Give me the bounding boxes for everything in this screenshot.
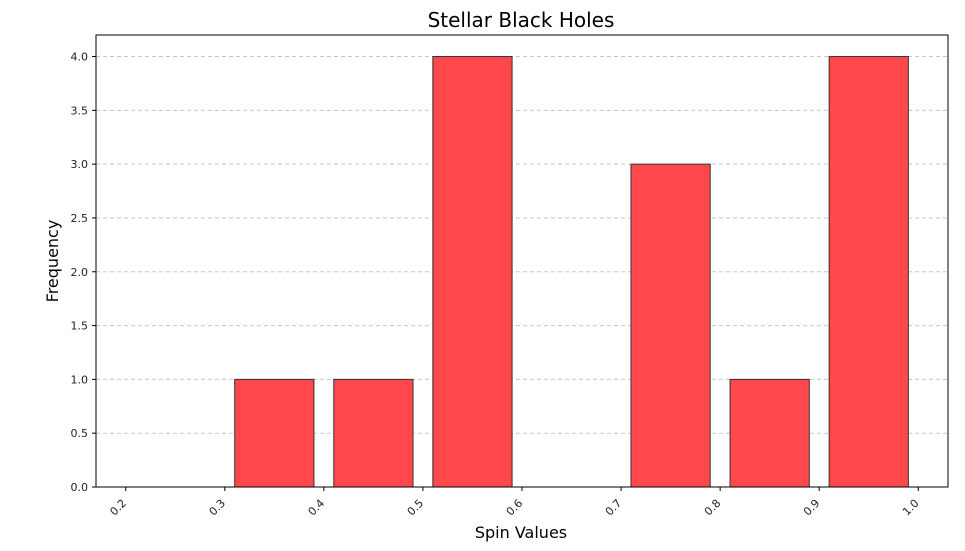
- bars: [135, 56, 909, 488]
- histogram-bar: [729, 378, 810, 488]
- y-axis-ticks: 0.0 0.5 1.0 1.5 2.0 2.5 3.0 3.5 4.0: [71, 51, 96, 494]
- y-tick-label: 2.0: [71, 266, 89, 279]
- x-axis-ticks: 0.2 0.3 0.4 0.5 0.6 0.7 0.8 0.9 1.0: [107, 487, 922, 519]
- x-tick-label: 0.2: [107, 497, 129, 519]
- histogram-bar: [333, 378, 414, 488]
- x-tick-label: 0.4: [306, 497, 328, 519]
- x-tick-label: 0.8: [702, 497, 724, 519]
- y-tick-label: 0.5: [71, 427, 89, 440]
- histogram-bar: [828, 56, 909, 488]
- x-tick-label: 1.0: [900, 497, 922, 519]
- y-tick-label: 2.5: [71, 212, 89, 225]
- grid-lines: [96, 56, 948, 434]
- plot-area-frame: [95, 34, 949, 488]
- y-tick-label: 0.0: [71, 481, 89, 494]
- y-axis-label: Frequency: [43, 220, 62, 303]
- y-tick-label: 3.0: [71, 158, 89, 171]
- x-tick-label: 0.6: [504, 497, 526, 519]
- histogram-bar: [234, 378, 315, 488]
- histogram-bar: [432, 56, 513, 488]
- chart-title: Stellar Black Holes: [428, 8, 615, 32]
- histogram-bar: [630, 163, 711, 488]
- x-tick-label: 0.9: [801, 497, 823, 519]
- x-tick-label: 0.7: [603, 497, 625, 519]
- y-tick-label: 4.0: [71, 51, 89, 64]
- y-tick-label: 1.5: [71, 320, 89, 333]
- x-tick-label: 0.5: [405, 497, 427, 519]
- y-tick-label: 3.5: [71, 104, 89, 117]
- x-tick-label: 0.3: [207, 497, 229, 519]
- x-axis-label: Spin Values: [475, 523, 567, 542]
- y-tick-label: 1.0: [71, 373, 89, 386]
